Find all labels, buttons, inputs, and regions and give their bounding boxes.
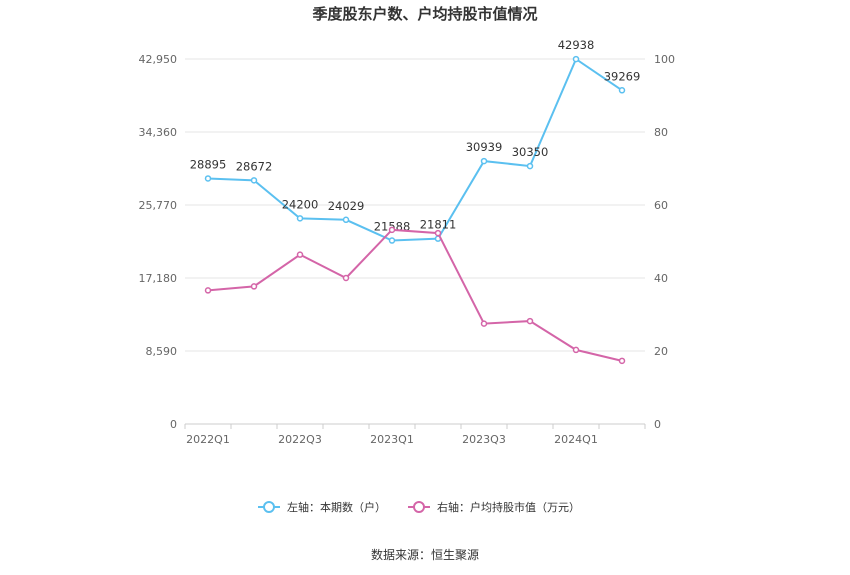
series-2-point [204,287,212,294]
left-y-tick-label: 34,360 [139,126,178,139]
series-1-point [526,162,534,170]
chart-title: 季度股东户数、户均持股市值情况 [312,5,537,23]
legend[interactable]: 左轴：本期数（户） 右轴：户均持股市值（万元） [258,500,580,514]
data-label: 30939 [466,140,503,154]
left-y-tick-label: 0 [170,418,177,431]
legend-swatch-marker [263,501,275,513]
series-2-point [480,320,488,327]
left-y-tick-label: 8,590 [146,345,178,358]
series-2-point [618,357,626,365]
series-2-point [434,229,442,237]
x-tick-label: 2023Q3 [462,433,506,446]
series-1-point [388,237,396,244]
series-2-point [388,226,396,234]
right-y-tick-label: 80 [654,126,668,139]
grid-lines [185,58,645,352]
data-label: 21811 [420,218,457,232]
x-tick-label: 2022Q1 [186,433,230,446]
x-axis: 2022Q1 2022Q3 2023Q1 2023Q3 2024Q1 [184,423,646,446]
right-y-axis: 0 20 40 60 80 100 [654,53,675,431]
series-2-point [250,283,258,290]
left-y-tick-label: 25,770 [139,199,178,212]
series-2-point [572,346,580,354]
series-1-point [618,87,626,94]
series-2-point [526,317,534,325]
x-tick-label: 2024Q1 [554,433,598,446]
series-1-point [204,175,212,182]
legend-label: 左轴：本期数（户） [287,500,386,514]
series-1-point [250,177,258,184]
right-y-tick-label: 20 [654,345,668,358]
data-label: 24200 [282,197,319,211]
x-tick-label: 2023Q1 [370,433,414,446]
left-y-tick-label: 42,950 [139,53,178,66]
series-line-2 [207,228,623,362]
series-1-point [480,157,488,165]
data-label: 30350 [512,145,549,159]
data-label: 42938 [558,38,595,52]
left-y-axis: 0 8,590 17,180 25,770 34,360 42,950 [139,53,178,431]
data-label: 28672 [236,159,273,173]
left-y-tick-label: 17,180 [139,272,178,285]
right-y-tick-label: 60 [654,199,668,212]
legend-label: 右轴：户均持股市值（万元） [437,500,580,514]
legend-swatch-marker [413,501,425,513]
right-y-tick-label: 0 [654,418,661,431]
right-y-tick-label: 40 [654,272,668,285]
source-note: 数据来源：恒生聚源 [371,547,479,562]
series-line-1 [207,57,623,242]
data-label: 24029 [328,199,365,213]
series-1-point [342,216,350,224]
data-label: 28895 [190,157,227,171]
series-1-point [296,215,304,222]
x-tick-label: 2022Q3 [278,433,322,446]
series-2-point [296,251,304,258]
series-2-point [342,274,350,282]
right-y-tick-label: 100 [654,53,675,66]
data-label: 39269 [604,69,641,83]
series-1-point [572,55,580,63]
